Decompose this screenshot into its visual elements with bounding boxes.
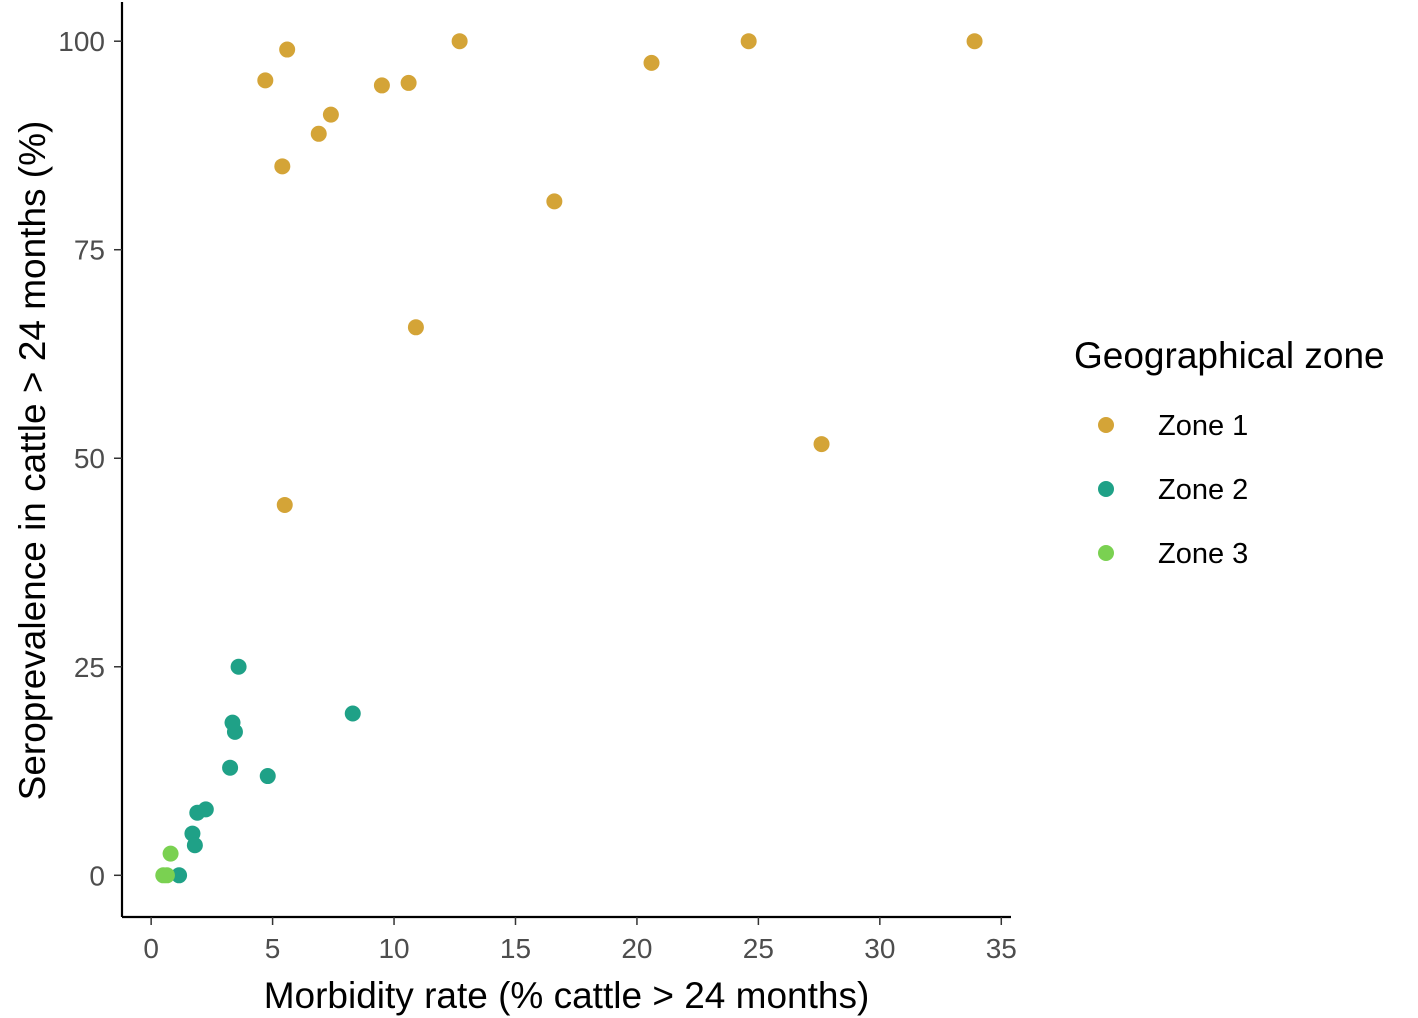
- legend-label: Zone 2: [1158, 474, 1248, 506]
- x-tick-label: 20: [621, 933, 652, 964]
- x-tick-label: 5: [265, 933, 281, 964]
- legend-label: Zone 1: [1158, 410, 1248, 442]
- y-axis-ticks: 0 25 50 75 100: [58, 26, 122, 891]
- data-point: [158, 867, 175, 884]
- data-point: [226, 723, 243, 740]
- x-tick-label: 30: [864, 933, 895, 964]
- legend-title: Geographical zone: [1074, 335, 1385, 376]
- data-point: [344, 705, 361, 722]
- legend-marker: [1098, 417, 1114, 433]
- y-tick-label: 100: [58, 26, 105, 57]
- x-tick-label: 0: [143, 933, 159, 964]
- series-zone-1: [257, 33, 983, 513]
- legend-marker: [1098, 545, 1114, 561]
- data-point: [813, 436, 830, 453]
- data-point: [257, 72, 274, 89]
- data-point: [400, 74, 417, 91]
- y-tick-label: 25: [74, 652, 105, 683]
- legend: Geographical zone Zone 1 Zone 2 Zone 3: [1074, 335, 1385, 570]
- data-point: [643, 54, 660, 71]
- data-point: [274, 158, 291, 175]
- x-tick-label: 10: [378, 933, 409, 964]
- data-points: [155, 33, 983, 884]
- legend-item: Zone 2: [1098, 474, 1248, 506]
- data-point: [373, 77, 390, 94]
- y-tick-label: 75: [74, 235, 105, 266]
- legend-items: Zone 1 Zone 2 Zone 3: [1098, 410, 1248, 570]
- axes: 0 25 50 75 100 0 5 10 15 20 25 30 35: [58, 2, 1017, 964]
- data-point: [322, 106, 339, 123]
- data-point: [259, 768, 276, 785]
- series-zone-3: [155, 845, 179, 884]
- x-tick-label: 25: [743, 933, 774, 964]
- legend-item: Zone 1: [1098, 410, 1248, 442]
- data-point: [222, 759, 239, 776]
- legend-marker: [1098, 481, 1114, 497]
- data-point: [407, 319, 424, 336]
- data-point: [276, 496, 293, 513]
- data-point: [230, 658, 247, 675]
- x-axis-title: Morbidity rate (% cattle > 24 months): [264, 975, 870, 1016]
- data-point: [162, 845, 179, 862]
- x-tick-label: 15: [500, 933, 531, 964]
- data-point: [451, 33, 468, 50]
- data-point: [546, 193, 563, 210]
- x-axis-ticks: 0 5 10 15 20 25 30 35: [143, 917, 1017, 964]
- series-zone-2: [171, 658, 361, 884]
- data-point: [740, 33, 757, 50]
- y-tick-label: 50: [74, 443, 105, 474]
- y-axis-title: Seroprevalence in cattle > 24 months (%): [12, 121, 53, 801]
- data-point: [171, 867, 188, 884]
- data-point: [197, 801, 214, 818]
- data-point: [186, 837, 203, 854]
- y-tick-label: 0: [89, 860, 105, 891]
- data-point: [310, 125, 327, 142]
- data-point: [279, 41, 296, 58]
- x-tick-label: 35: [986, 933, 1017, 964]
- legend-label: Zone 3: [1158, 538, 1248, 570]
- data-point: [966, 33, 983, 50]
- legend-item: Zone 3: [1098, 538, 1248, 570]
